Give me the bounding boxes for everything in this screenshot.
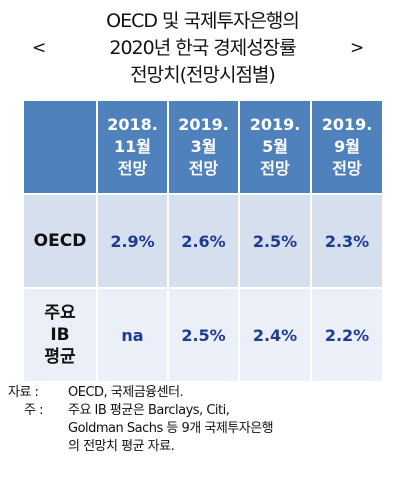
table-corner-cell — [22, 99, 98, 195]
table-row: 주요 IB 평균 na 2.5% 2.4% 2.2% — [22, 287, 384, 383]
chart-title: OECD 및 국제투자은행의 < 2020년 한국 경제성장률 > 전망치(전망… — [0, 8, 405, 89]
title-line-1: OECD 및 국제투자은행의 — [0, 8, 405, 35]
table-cell: 2.3% — [310, 193, 384, 289]
source-label: 자료 : — [8, 385, 39, 400]
table-cell: 2.9% — [96, 193, 169, 289]
note-label: 주 : — [24, 403, 43, 418]
left-bracket: < — [32, 38, 46, 58]
table-cell: 2.2% — [310, 287, 384, 383]
title-line-1-text: OECD 및 국제투자은행의 — [106, 10, 300, 32]
title-line-2-text: 2020년 한국 경제성장률 — [109, 37, 296, 59]
right-bracket: > — [350, 38, 364, 58]
column-header: 2018. 11월 전망 — [96, 99, 169, 195]
table-cell: na — [96, 287, 169, 383]
column-header: 2019. 9월 전망 — [310, 99, 384, 195]
table-cell: 2.5% — [238, 193, 312, 289]
table-cell: 2.6% — [167, 193, 240, 289]
forecast-table: 2018. 11월 전망 2019. 3월 전망 2019. 5월 전망 201… — [22, 99, 384, 383]
note-text: Goldman Sachs 등 9개 국제투자은행 — [68, 421, 274, 436]
title-line-2: < 2020년 한국 경제성장률 > — [0, 35, 405, 62]
row-header: 주요 IB 평균 — [22, 287, 98, 383]
title-line-3: 전망치(전망시점별) — [0, 62, 405, 89]
row-header: OECD — [22, 193, 98, 289]
source-text: OECD, 국제금융센터. — [68, 385, 184, 400]
column-header: 2019. 3월 전망 — [167, 99, 240, 195]
column-header: 2019. 5월 전망 — [238, 99, 312, 195]
table-cell: 2.4% — [238, 287, 312, 383]
note-text: 주요 IB 평균은 Barclays, Citi, — [68, 403, 230, 418]
table-row: OECD 2.9% 2.6% 2.5% 2.3% — [22, 193, 384, 289]
table-cell: 2.5% — [167, 287, 240, 383]
note-text: 의 전망치 평균 자료. — [68, 439, 175, 454]
title-line-3-text: 전망치(전망시점별) — [130, 64, 276, 86]
table-header-row: 2018. 11월 전망 2019. 3월 전망 2019. 5월 전망 201… — [22, 99, 384, 195]
